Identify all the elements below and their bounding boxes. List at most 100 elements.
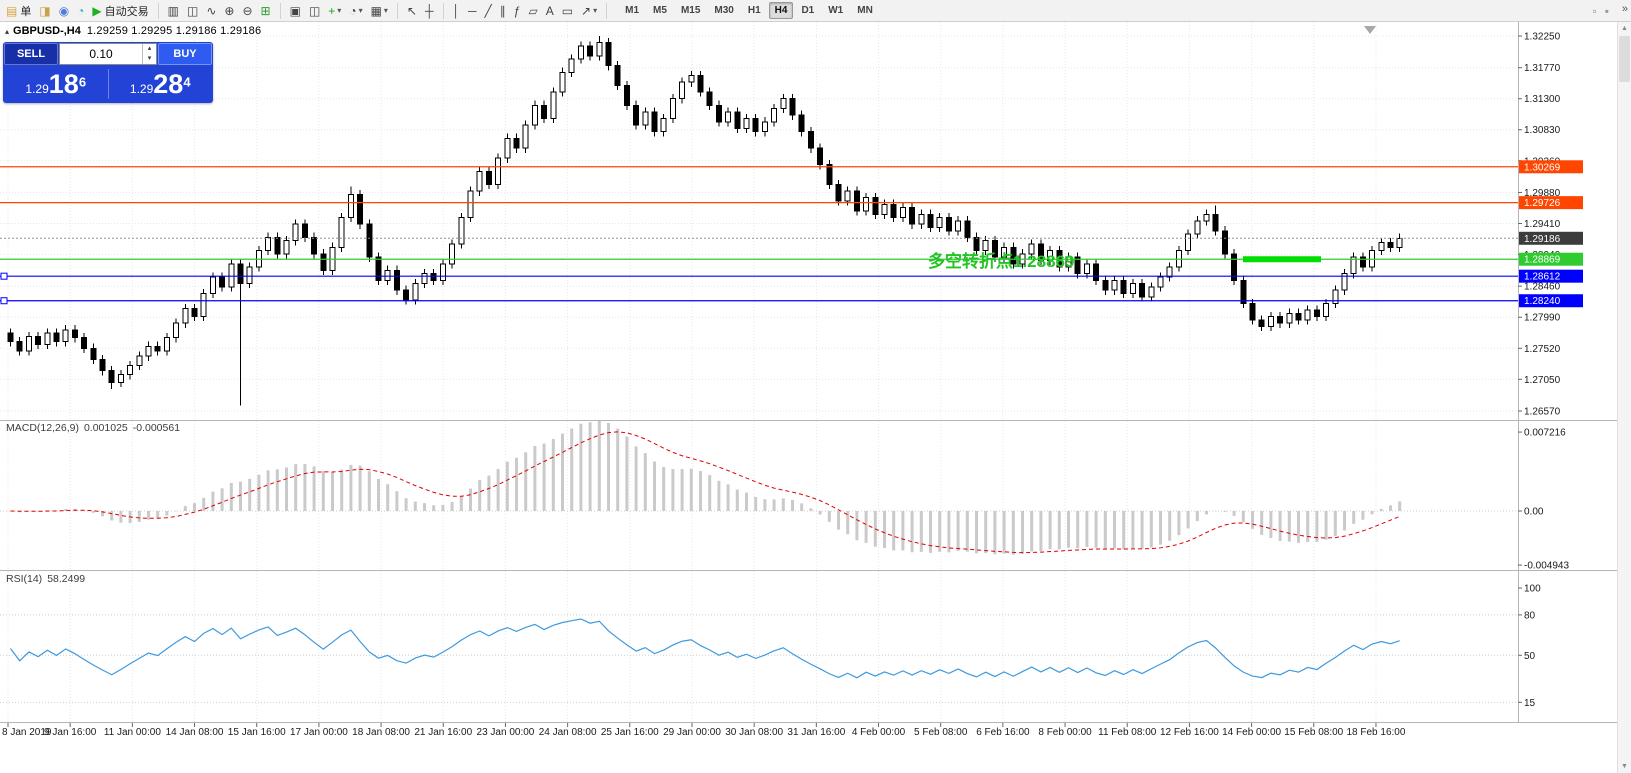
line-chart-button[interactable]: ∿: [203, 2, 219, 20]
shapes-tool[interactable]: ▱: [525, 2, 540, 20]
svg-text:1.28240: 1.28240: [1524, 296, 1561, 307]
timeframe-h4[interactable]: H4: [768, 2, 794, 19]
rsi-axis-label: 50: [1524, 651, 1536, 662]
timeframe-mn[interactable]: MN: [857, 5, 873, 16]
time-axis-label: 30 Jan 08:00: [725, 727, 783, 738]
autotrading-button-label: 自动交易: [104, 5, 149, 18]
scrollbar-thumb[interactable]: [1619, 36, 1630, 82]
cursor-tool-button[interactable]: ↖: [404, 2, 420, 20]
price-axis-label: 1.27990: [1524, 313, 1561, 324]
rsi-axis-label: 15: [1524, 698, 1536, 709]
rsi-axis-label: 80: [1524, 610, 1536, 621]
autotrading-button[interactable]: ▶ 自动交易: [89, 2, 151, 20]
support-line-2-handle: [0, 297, 8, 305]
crosshair-tool-button[interactable]: ┼: [422, 2, 437, 20]
support-line-1-price-tag: [1519, 269, 1583, 283]
bar-chart-button[interactable]: ▥: [165, 2, 182, 20]
timeframe-d1[interactable]: D1: [801, 5, 815, 16]
fibonacci-tool[interactable]: ƒ: [511, 2, 524, 20]
add-indicator-button[interactable]: + ▾: [325, 2, 344, 20]
timeframe-m1[interactable]: M1: [625, 5, 640, 16]
support-line-1-handle: [0, 272, 8, 280]
add-indicator-icon: +: [328, 3, 336, 18]
crosshair-tool-icon: ┼: [425, 3, 434, 18]
zoom-out-button[interactable]: ⊖: [239, 2, 255, 20]
lot-up-icon[interactable]: ▴: [147, 45, 152, 52]
price-axis-label: 1.27520: [1524, 344, 1561, 355]
trendline-tool-icon: ╱: [484, 3, 492, 18]
profile-icon-icon: ◉: [58, 3, 70, 18]
timeframe-m5[interactable]: M5: [653, 5, 667, 16]
sell-button[interactable]: SELL: [4, 43, 58, 65]
docking-icon: ▫: [1592, 4, 1597, 18]
label-tool[interactable]: ▭: [559, 2, 576, 20]
candlestick-chart-button[interactable]: ◫: [184, 2, 201, 20]
macd-indicator-label: MACD(12,26,9) 0.001025 -0.000561: [6, 422, 185, 434]
rsi-value: 58.2499: [47, 573, 86, 585]
toolbar-right-icons: ▫ ▪: [1588, 0, 1613, 22]
timeframe-w1[interactable]: W1: [828, 5, 844, 16]
timeframe-h1[interactable]: H1: [747, 5, 761, 16]
timeframe-m15[interactable]: M15: [680, 5, 701, 16]
lot-down-icon[interactable]: ▾: [147, 55, 152, 62]
profile-icon[interactable]: ◉: [56, 2, 72, 20]
cascade-windows-icon: ◫: [308, 3, 321, 18]
time-axis-label: 24 Jan 08:00: [539, 727, 597, 738]
scroll-down-icon[interactable]: ▼: [1621, 763, 1628, 770]
svg-text:1.29186: 1.29186: [1524, 234, 1561, 245]
vertical-line-tool[interactable]: │: [450, 2, 464, 20]
time-axis-label: 5 Feb 08:00: [914, 727, 968, 738]
cascade-windows-button[interactable]: ◫: [306, 2, 323, 20]
refresh-icon[interactable]: ◔: [74, 2, 87, 20]
template-menu-button[interactable]: ▦ ▾: [368, 2, 391, 20]
timeframe-m30[interactable]: M30: [714, 5, 734, 16]
buy-price[interactable]: 1.29284: [109, 67, 213, 101]
vertical-scrollbar[interactable]: ▲ ▼: [1617, 22, 1631, 773]
time-axis-label: 15 Feb 08:00: [1284, 727, 1343, 738]
current-price-tag: [1519, 231, 1583, 245]
period-menu-button-caret-icon: ▾: [358, 6, 363, 15]
horizontal-line-tool[interactable]: ─: [465, 2, 480, 20]
arrows-tool[interactable]: ↗ ▾: [578, 2, 600, 20]
time-axis-label: 12 Feb 16:00: [1160, 727, 1219, 738]
macd-value-signal: -0.000561: [132, 422, 181, 434]
time-axis-label: 6 Feb 16:00: [976, 727, 1030, 738]
trendline-tool[interactable]: ╱: [482, 2, 495, 20]
lot-spinner[interactable]: ▴ ▾: [142, 44, 156, 64]
chart-title: ▴ GBPUSD-,H4 1.29259 1.29295 1.29186 1.291…: [5, 25, 261, 37]
one-click-toggle-icon[interactable]: ▴: [5, 27, 10, 36]
period-menu-button[interactable]: ◔ ▾: [346, 2, 365, 20]
toolbar-separator: [279, 2, 281, 19]
zoom-in-icon: ⊕: [224, 3, 235, 18]
autotrading-icon: ▶: [92, 3, 102, 18]
docking-icon[interactable]: ▫: [1589, 2, 1599, 20]
price-axis-label: 1.27050: [1524, 375, 1561, 386]
fibonacci-tool-icon: ƒ: [513, 3, 521, 18]
buy-button[interactable]: BUY: [158, 43, 212, 65]
new-order-button[interactable]: ▤ 单: [3, 2, 34, 20]
chart-canvas[interactable]: 1.322501.317701.313001.308301.303601.298…: [0, 22, 1631, 773]
chart-shift-marker[interactable]: [1364, 26, 1376, 34]
zoom-in-button[interactable]: ⊕: [221, 2, 237, 20]
support-line-2-price-tag: [1519, 294, 1583, 308]
candlestick-chart-icon: ◫: [187, 3, 199, 18]
time-axis-label: 18 Feb 16:00: [1346, 727, 1405, 738]
toolbar-overflow-chevron[interactable]: »: [1621, 3, 1628, 15]
text-tool[interactable]: A: [543, 2, 557, 20]
channel-tool[interactable]: ∥: [497, 2, 509, 20]
chart-window-icon[interactable]: ◨: [36, 2, 53, 20]
scroll-up-icon[interactable]: ▲: [1621, 25, 1628, 32]
fullscreen-icon[interactable]: ▪: [1602, 2, 1612, 20]
sell-price[interactable]: 1.29186: [4, 67, 108, 101]
buy-price-pip: 4: [183, 74, 191, 90]
grid-button[interactable]: ⊞: [258, 2, 274, 20]
rsi-axis-label: 100: [1524, 584, 1541, 595]
tile-windows-button[interactable]: ▣: [287, 2, 304, 20]
buy-price-big: 28: [153, 68, 184, 99]
lot-size-input[interactable]: 0.10 ▴ ▾: [59, 43, 157, 65]
time-axis-label: 14 Jan 08:00: [166, 727, 224, 738]
chart-symbol-label: GBPUSD-,H4: [13, 25, 81, 37]
tile-windows-icon: ▣: [289, 3, 301, 18]
macd-axis-label: 0.007216: [1524, 428, 1566, 439]
chart-window: 1.322501.317701.313001.308301.303601.298…: [0, 22, 1631, 773]
